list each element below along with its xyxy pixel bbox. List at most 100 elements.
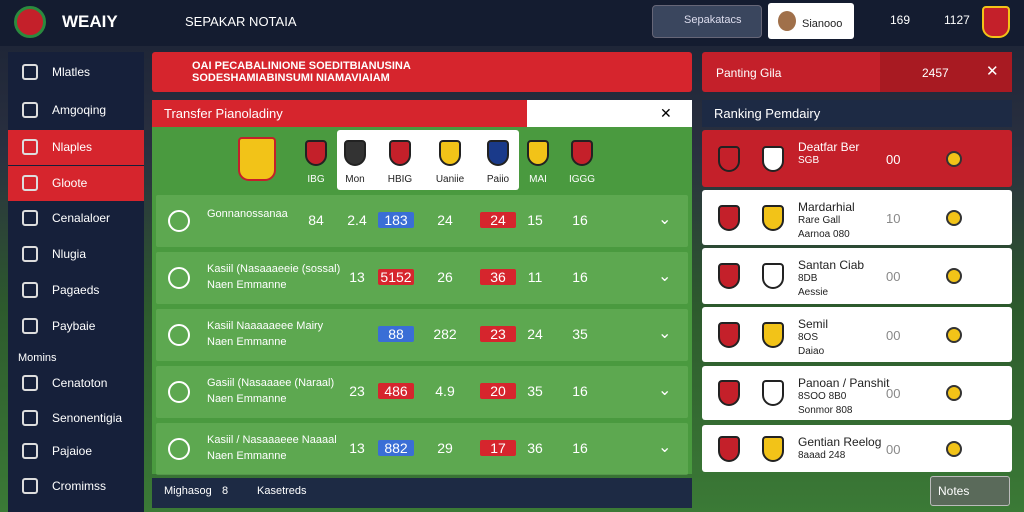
team-label: MAI (529, 174, 547, 185)
row[interactable] (156, 423, 688, 475)
team-logo (762, 435, 784, 462)
row-value: 486 (378, 383, 414, 399)
row-value: 35 (572, 326, 588, 342)
sidebar-item[interactable]: Gloote (52, 176, 88, 190)
sidebar-icon (22, 210, 38, 226)
ranking-value: 00 (886, 151, 901, 167)
sidebar-icon (22, 246, 38, 262)
ranking-sub: SGB (798, 155, 820, 166)
sidebar-icon (22, 443, 38, 459)
clear-icon[interactable]: ✕ (986, 63, 999, 80)
team-logo (527, 140, 549, 166)
team-logo (305, 140, 327, 166)
ranking-item[interactable] (702, 248, 1012, 304)
team-logo (571, 140, 593, 166)
check-icon (168, 324, 190, 346)
row-chevron[interactable]: ⌄ (658, 268, 672, 285)
panel-title: Transfer Pianoladiny (164, 106, 283, 121)
row-sub: Naen Emmanne (207, 393, 287, 405)
team-label: HBIG (387, 174, 413, 185)
row[interactable] (156, 252, 688, 304)
row-chevron[interactable]: ⌄ (658, 325, 672, 342)
ranking-icon (946, 440, 962, 457)
app-logo[interactable] (14, 6, 46, 38)
team-logo (762, 380, 784, 406)
row[interactable] (156, 309, 688, 361)
row-name: Gonnanossanaa (207, 208, 288, 220)
team-label: IGGG (568, 174, 596, 185)
ranking-header (702, 100, 1012, 127)
user-avatar (778, 11, 796, 31)
ranking-sub: Aarnoa 080 (798, 229, 850, 240)
row[interactable] (156, 366, 688, 418)
ranking-search-field[interactable] (880, 52, 1012, 92)
row-name: Gasiil (Nasaaaee (Naraal) (207, 377, 335, 389)
ranking-icon (946, 385, 962, 401)
team-logo (439, 140, 461, 166)
footer-left[interactable]: Mighasog (164, 485, 212, 497)
ranking-name: Santan Ciab (798, 258, 865, 272)
row-value: 29 (437, 440, 453, 456)
user-name[interactable]: Sianooo (802, 18, 843, 30)
ranking-item[interactable] (702, 130, 1012, 187)
team-logo (762, 321, 784, 348)
sidebar-item[interactable]: Mlatles (52, 65, 91, 79)
panel-header (152, 100, 527, 127)
row-value: 84 (308, 212, 324, 228)
ranking-sub: 8SOO 8B0 (798, 391, 847, 402)
team-label: Paiio (486, 174, 510, 185)
sidebar-item[interactable]: Pagaeds (52, 283, 100, 297)
sidebar-icon (22, 318, 38, 334)
ranking-item[interactable] (702, 190, 1012, 245)
row-value: 4.9 (435, 383, 455, 399)
row-value: 36 (480, 269, 516, 285)
row-chevron[interactable]: ⌄ (658, 382, 672, 399)
sidebar-item[interactable]: Nlugia (52, 247, 87, 261)
footer-mid[interactable]: Kasetreds (257, 485, 307, 497)
sidebar-item[interactable]: Pajaioe (52, 444, 93, 458)
team-logo (487, 140, 509, 166)
row-value: 20 (480, 383, 516, 399)
ranking-value: 10 (886, 210, 901, 226)
row-value: 16 (572, 383, 588, 399)
sidebar-item[interactable]: Cenalaloer (52, 211, 111, 225)
sidebar-item[interactable]: Nlaples (52, 140, 93, 154)
search-box[interactable] (652, 5, 762, 38)
row[interactable] (156, 195, 688, 247)
sidebar-item[interactable]: Cromimss (52, 479, 106, 493)
row-value: 17 (480, 440, 516, 456)
row-value: 16 (572, 440, 588, 456)
row-chevron[interactable]: ⌄ (658, 439, 672, 456)
ranking-sub: 8aaad 248 (798, 450, 846, 461)
ranking-item[interactable] (702, 366, 1012, 420)
row-value: 882 (378, 440, 414, 456)
sidebar-icon (22, 375, 38, 391)
row-chevron[interactable]: ⌄ (658, 211, 672, 228)
team-label: Mon (345, 174, 365, 185)
sidebar-item[interactable]: Paybaie (52, 319, 96, 333)
row-value: 13 (349, 440, 365, 456)
row-value: 23 (349, 383, 365, 399)
notes-text[interactable]: Notes (938, 484, 970, 498)
ranking-sub: Rare Gall (798, 215, 841, 226)
sidebar-item[interactable]: Senonentigia (52, 411, 123, 425)
search-label[interactable]: Panting Gila (716, 66, 782, 80)
row-value: 15 (527, 212, 543, 228)
sidebar-icon (22, 282, 38, 298)
close-icon[interactable]: ✕ (660, 105, 672, 121)
ranking-sub: 8OS (798, 332, 819, 343)
sidebar-item[interactable]: Amgoqing (52, 103, 107, 117)
sidebar-item[interactable]: Cenatoton (52, 376, 108, 390)
team-logo (718, 321, 740, 348)
row-value: 24 (527, 326, 543, 342)
search-value[interactable]: 2457 (922, 66, 949, 80)
search-text[interactable]: Sepakatacs (684, 14, 742, 26)
notes-button[interactable] (930, 476, 1010, 506)
row-name: Kasiil (Nasaaaeeie (sossal) (207, 263, 341, 275)
ranking-item[interactable] (702, 307, 1012, 362)
stat-1: 169 (890, 13, 911, 27)
sidebar-icon (22, 102, 38, 118)
row-sub: Naen Emmanne (207, 279, 287, 291)
ranking-title: Ranking Pemdairy (714, 106, 821, 121)
